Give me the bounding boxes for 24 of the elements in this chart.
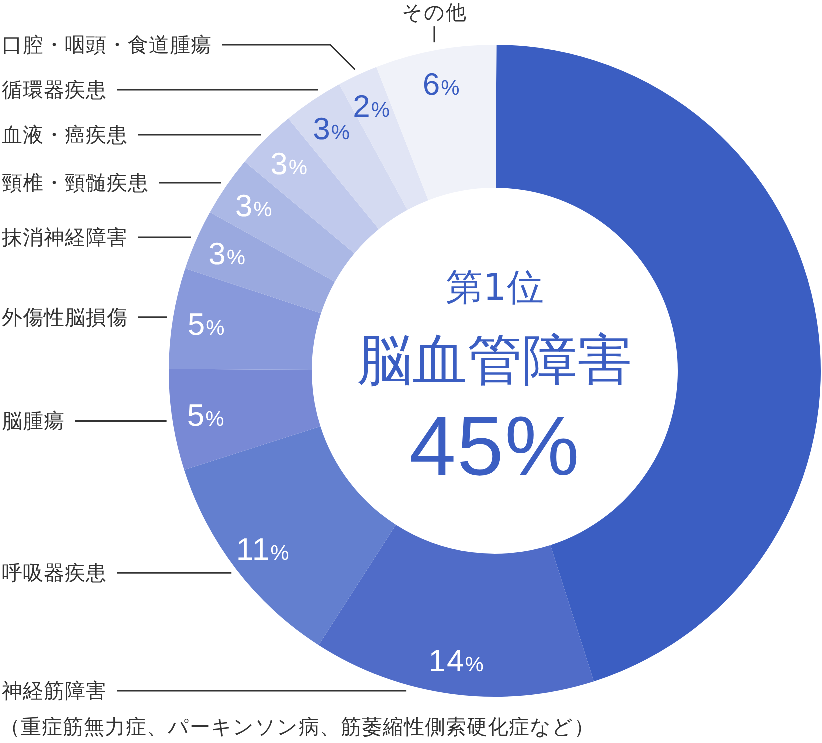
slice-label: 循環器疾患 [2,78,107,102]
data-label: 3% [313,112,352,147]
slice-label: 呼吸器疾患 [2,561,107,586]
data-label: 45% [409,399,581,493]
slice-label: 口腔・咽頭・食道腫瘍 [2,33,212,58]
slice-label: 脳血管障害 [358,328,632,392]
data-label: 3% [235,188,274,224]
slice-label: 脳腫瘍 [2,409,65,434]
slice-label: 頸椎・頸髄疾患 [2,170,149,195]
slice-label: 外傷性脳損傷 [2,305,128,330]
text: 第1位 [446,266,544,309]
data-label: 5% [187,398,226,434]
data-label: 5% [188,306,226,342]
slice-label: 抹消神経障害 [2,226,128,250]
data-label: 3% [208,236,247,272]
data-label: 6% [422,66,461,102]
slice-label: 血液・癌疾患 [2,123,128,148]
data-label: 2% [353,89,392,124]
data-label: 11% [236,532,290,567]
data-label: 3% [270,146,309,182]
slice-label: 神経筋障害 [2,679,107,703]
data-label: 14% [428,644,485,678]
text: （重症筋無力症、パーキンソン病、筋萎縮性側索硬化症など） [0,715,595,739]
slice-label: その他 [402,0,467,25]
